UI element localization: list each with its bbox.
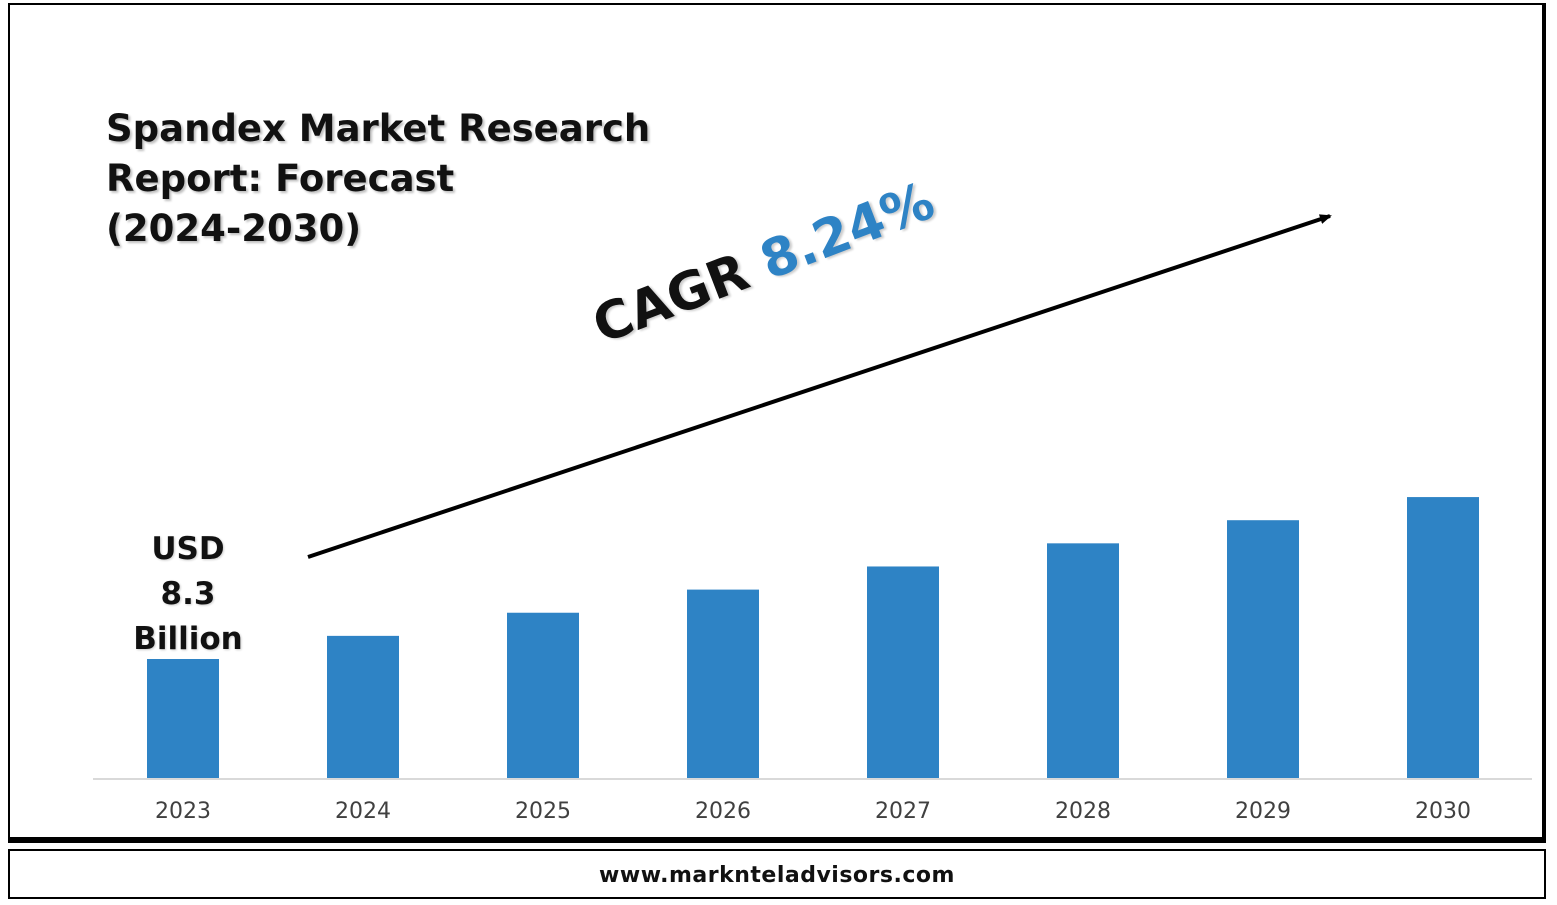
first-bar-label-line-2: 8.3 [160, 576, 216, 612]
x-tick-label-2024: 2024 [335, 799, 391, 824]
x-tick-label-2027: 2027 [875, 799, 931, 824]
first-bar-label-line-3: Billion [133, 621, 243, 657]
title-line-1: Spandex Market Research [106, 107, 651, 150]
x-tick-label-2029: 2029 [1235, 799, 1291, 824]
footer-website[interactable]: www.marknteladvisors.com [599, 863, 955, 888]
bar-2030 [1407, 497, 1479, 779]
bar-2024 [327, 635, 399, 779]
x-tick-label-2030: 2030 [1415, 799, 1471, 824]
bar-2023 [147, 659, 219, 779]
bar-2025 [507, 612, 579, 779]
chart-title: Spandex Market Research Report: Forecast… [106, 104, 650, 254]
first-bar-label-line-1: USD [151, 531, 225, 567]
title-line-3: (2024-2030) [106, 207, 362, 250]
title-line-2: Report: Forecast [106, 157, 455, 200]
bar-2026 [687, 589, 759, 779]
bar-2029 [1227, 520, 1299, 779]
x-tick-label-2025: 2025 [515, 799, 571, 824]
bar-2027 [867, 566, 939, 779]
first-bar-value-label: USD 8.3 Billion [118, 527, 258, 662]
x-tick-label-2026: 2026 [695, 799, 751, 824]
footer: www.marknteladvisors.com [8, 849, 1546, 899]
x-tick-label-2028: 2028 [1055, 799, 1111, 824]
x-tick-label-2023: 2023 [155, 799, 211, 824]
growth-arrow [307, 214, 1332, 559]
bar-2028 [1047, 543, 1119, 779]
